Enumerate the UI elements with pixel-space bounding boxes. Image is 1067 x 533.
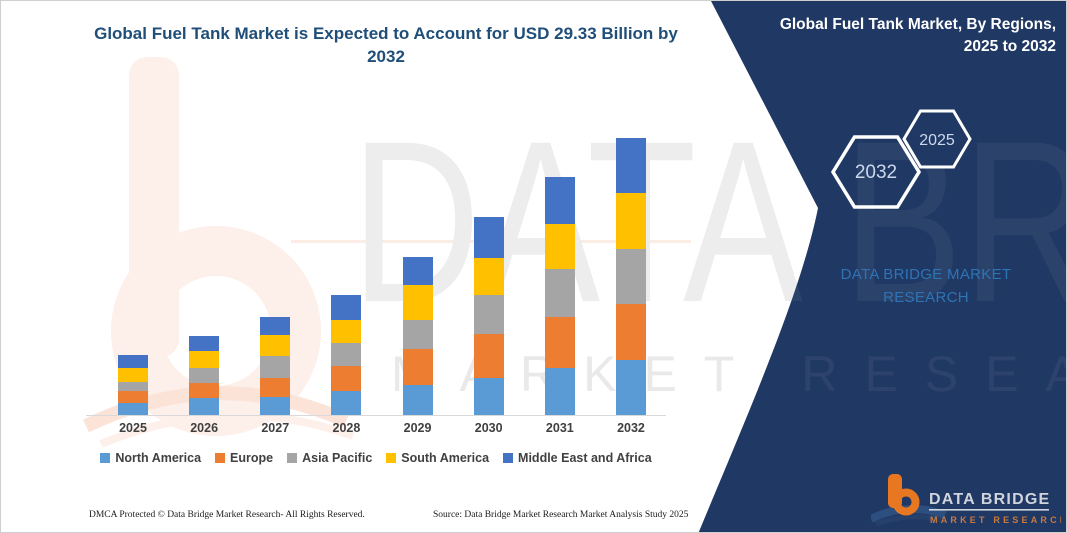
bar-segment-europe — [473, 333, 504, 378]
bar-segment-asia-pacific — [331, 342, 362, 366]
bar-segment-north-america — [544, 367, 575, 415]
panel-title: Global Fuel Tank Market, By Regions, 202… — [736, 14, 1056, 59]
bar-segment-south-america — [402, 284, 433, 320]
x-axis-label: 2029 — [403, 421, 432, 435]
legend-label: North America — [115, 451, 202, 465]
chart-title-line2: 2032 — [367, 46, 405, 66]
hexagon-2032-icon — [830, 135, 922, 209]
panel-ghost-subbrand: MARKET RESEARCH — [391, 346, 1067, 402]
panel-brand-text: DATA BRIDGE MARKET RESEARCH — [840, 266, 1012, 307]
legend-item: Asia Pacific — [287, 451, 372, 465]
x-axis-label: 2026 — [190, 421, 219, 435]
x-axis-label: 2027 — [261, 421, 290, 435]
panel-title-line1: Global Fuel Tank Market, By Regions, — [779, 16, 1056, 33]
bar-segment-europe — [118, 391, 148, 403]
bar-segment-north-america — [189, 398, 220, 415]
x-axis-label: 2030 — [474, 421, 503, 435]
legend-label: Asia Pacific — [302, 451, 373, 465]
bar-segment-middle-east-and-africa — [544, 176, 575, 224]
bar-segment-north-america — [118, 402, 148, 415]
legend-label: Europe — [230, 451, 274, 465]
bar-segment-asia-pacific — [118, 381, 148, 392]
bar-segment-middle-east-and-africa — [118, 355, 148, 369]
hexagon-2025-label: 2025 — [919, 132, 955, 149]
bar-segment-asia-pacific — [544, 269, 575, 317]
x-axis-label: 2032 — [617, 421, 645, 435]
side-panel-background — [698, 1, 1066, 532]
company-logo: DATA BRIDGE MARKET RESEARCH — [871, 474, 1061, 527]
bar-segment-south-america — [260, 335, 291, 356]
bar-segment-north-america — [260, 396, 291, 415]
x-axis-label: 2025 — [119, 421, 147, 435]
chart-area: 2025 2026 2027 2028 2029 2030 2031 2032 North A… — [86, 99, 666, 479]
legend-item: Middle East and Africa — [503, 451, 652, 465]
legend-swatch-icon — [100, 453, 111, 463]
footer-source: Source: Data Bridge Market Research Mark… — [433, 510, 689, 520]
bar-segment-south-america — [331, 319, 362, 343]
bar-segment-middle-east-and-africa — [615, 138, 646, 193]
bar-segment-middle-east-and-africa — [189, 335, 220, 351]
hexagon-year-badges: 2032 2025 — [830, 109, 972, 209]
bar-segment-south-america — [615, 192, 646, 249]
bar-segment-south-america — [118, 368, 148, 382]
bar-segment-middle-east-and-africa — [260, 316, 291, 336]
chart-title: Global Fuel Tank Market is Expected to A… — [61, 23, 711, 69]
bar-segment-asia-pacific — [473, 294, 504, 334]
legend-item: North America — [100, 451, 201, 465]
legend-item: South America — [386, 451, 489, 465]
x-axis-label: 2028 — [332, 421, 361, 435]
bar-segment-north-america — [473, 377, 504, 415]
panel-title-line2: 2025 to 2032 — [963, 38, 1056, 56]
legend-item: Europe — [215, 451, 273, 465]
bar-segment-middle-east-and-africa — [402, 256, 433, 285]
logo-b-icon — [871, 474, 947, 527]
bar-segment-europe — [189, 383, 220, 399]
legend-label: Middle East and Africa — [518, 451, 652, 465]
bar-segment-middle-east-and-africa — [331, 294, 362, 320]
bar-segment-asia-pacific — [402, 320, 433, 349]
legend-swatch-icon — [503, 453, 514, 463]
plot-area: 2025 2026 2027 2028 2029 2030 2031 2032 — [86, 99, 666, 435]
footer-copyright: DMCA Protected © Data Bridge Market Rese… — [89, 510, 365, 520]
bar-segment-south-america — [189, 351, 220, 368]
logo-title: DATA BRIDGE — [929, 491, 1050, 508]
bar-segment-north-america — [402, 384, 433, 415]
x-axis-label: 2031 — [545, 421, 574, 435]
bar-segment-south-america — [473, 257, 504, 295]
legend-swatch-icon — [386, 453, 397, 463]
chart-title-line1: Global Fuel Tank Market is Expected to A… — [94, 24, 678, 43]
bar-segment-europe — [402, 349, 433, 385]
bar-segment-asia-pacific — [615, 249, 646, 304]
bar-segment-south-america — [544, 223, 575, 269]
legend-label: South America — [401, 451, 490, 465]
bar-segment-asia-pacific — [189, 367, 220, 383]
hexagon-2032-label: 2032 — [855, 162, 897, 183]
hexagon-2025-icon — [902, 109, 972, 169]
bar-segment-north-america — [331, 391, 362, 415]
bar-segment-europe — [615, 303, 646, 360]
bar-segment-europe — [260, 378, 291, 397]
legend-swatch-icon — [215, 453, 226, 463]
logo-subtitle: MARKET RESEARCH — [930, 515, 1061, 525]
logo-underline — [929, 509, 1049, 511]
legend-swatch-icon — [287, 453, 298, 463]
legend: North America Europe Asia Pacific South Ame… — [86, 451, 666, 465]
bar-segment-middle-east-and-africa — [473, 216, 504, 258]
bar-segment-europe — [544, 317, 575, 368]
bar-segment-asia-pacific — [260, 355, 291, 378]
bar-segment-north-america — [615, 359, 646, 415]
bar-segment-europe — [331, 366, 362, 392]
